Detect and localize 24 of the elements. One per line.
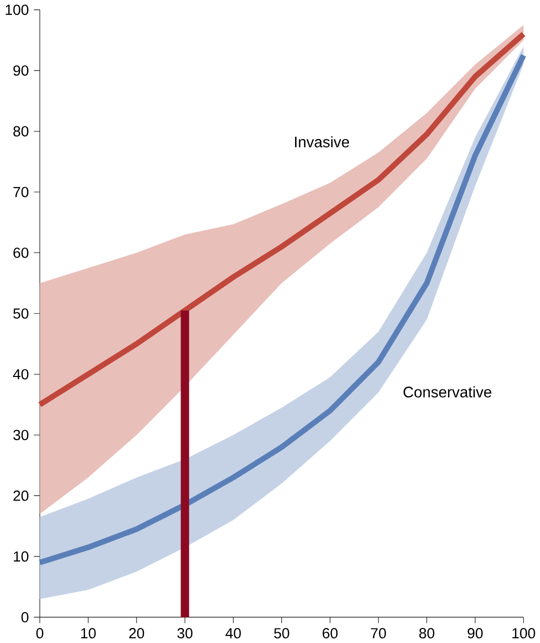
- y-tick-label: 0: [21, 612, 28, 622]
- y-tick-label: 60: [13, 248, 28, 258]
- x-tick-label: 0: [36, 628, 44, 638]
- y-tick-label: 40: [12, 369, 28, 380]
- x-tick-label: 100: [512, 628, 535, 638]
- y-tick-label: 80: [13, 126, 28, 136]
- y-tick-label: 50: [13, 308, 28, 319]
- x-tick-label: 90: [468, 628, 483, 638]
- y-tick-label: 70: [13, 186, 28, 198]
- text: Conservative: [403, 386, 492, 398]
- y-tick-label: 20: [13, 490, 28, 501]
- x-tick-label: 20: [129, 628, 144, 638]
- x-tick-label: 50: [274, 628, 290, 638]
- x-tick-label: 80: [419, 628, 434, 638]
- y-tick-label: 90: [13, 65, 28, 76]
- x-tick-label: 30: [177, 628, 192, 638]
- y-tick-label: 100: [6, 4, 28, 15]
- x-tick-label: 40: [225, 628, 241, 638]
- x-tick-label: 70: [370, 628, 386, 638]
- x-tick-label: 60: [322, 628, 338, 638]
- y-tick-label: 10: [14, 551, 28, 562]
- x-tick-label: 10: [81, 628, 96, 638]
- y-tick-label: 30: [13, 430, 28, 440]
- text: Invasive: [294, 136, 349, 148]
